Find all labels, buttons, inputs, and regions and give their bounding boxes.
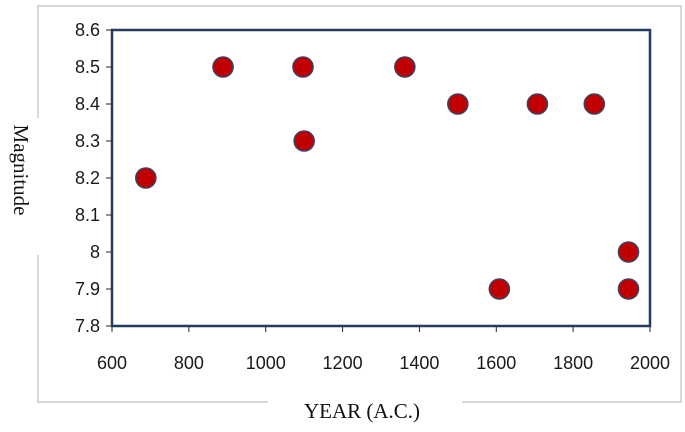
data-point bbox=[617, 241, 640, 263]
y-tick-label: 7.8 bbox=[75, 316, 100, 336]
data-point bbox=[394, 56, 416, 78]
data-points bbox=[135, 56, 640, 300]
data-point bbox=[488, 278, 511, 300]
data-point bbox=[292, 56, 314, 78]
data-point bbox=[293, 130, 315, 152]
plot-area bbox=[110, 28, 652, 328]
frame-line-bottom-left bbox=[37, 255, 268, 403]
y-tick-label: 8 bbox=[90, 242, 100, 262]
y-tick-label: 8.3 bbox=[75, 131, 100, 151]
x-tick-label: 1800 bbox=[553, 353, 593, 373]
data-point bbox=[583, 93, 606, 115]
x-tick-label: 1600 bbox=[476, 353, 516, 373]
x-tick-label: 1400 bbox=[399, 353, 439, 373]
y-tick-label: 8.6 bbox=[75, 20, 100, 40]
data-point bbox=[135, 167, 157, 189]
x-tick-label: 600 bbox=[97, 353, 127, 373]
x-tick-label: 800 bbox=[174, 353, 204, 373]
x-tick-label: 1000 bbox=[246, 353, 286, 373]
y-tick-label: 8.5 bbox=[75, 57, 100, 77]
data-point bbox=[212, 56, 234, 78]
x-tick-label: 2000 bbox=[630, 353, 670, 373]
frame-line-top-right bbox=[37, 5, 682, 403]
tick-labels: 600 800 1000 1200 1400 1600 1800 2000 7.8 7.9 8 8.1… bbox=[75, 20, 670, 373]
y-tick-label: 8.4 bbox=[75, 94, 100, 114]
chart-outer-frame bbox=[37, 5, 682, 403]
x-tick-label: 1200 bbox=[323, 353, 363, 373]
data-point bbox=[617, 278, 640, 300]
y-tick-label: 7.9 bbox=[75, 279, 100, 299]
axis-ticks bbox=[106, 29, 651, 332]
data-point bbox=[526, 93, 549, 115]
plot-border bbox=[110, 28, 652, 328]
data-point bbox=[447, 93, 469, 115]
y-axis-title: Magnitude bbox=[9, 125, 33, 216]
x-axis-title: YEAR (A.C.) bbox=[304, 399, 420, 423]
y-tick-label: 8.1 bbox=[75, 205, 100, 225]
y-tick-label: 8.2 bbox=[75, 168, 100, 188]
